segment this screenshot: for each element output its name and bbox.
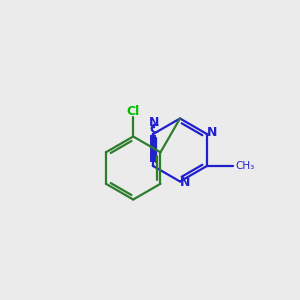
Text: Cl: Cl xyxy=(127,105,140,118)
Text: N: N xyxy=(207,126,217,139)
Text: C: C xyxy=(150,123,159,136)
Text: CH₃: CH₃ xyxy=(235,161,254,171)
Text: N: N xyxy=(149,116,159,129)
Text: N: N xyxy=(180,176,190,190)
